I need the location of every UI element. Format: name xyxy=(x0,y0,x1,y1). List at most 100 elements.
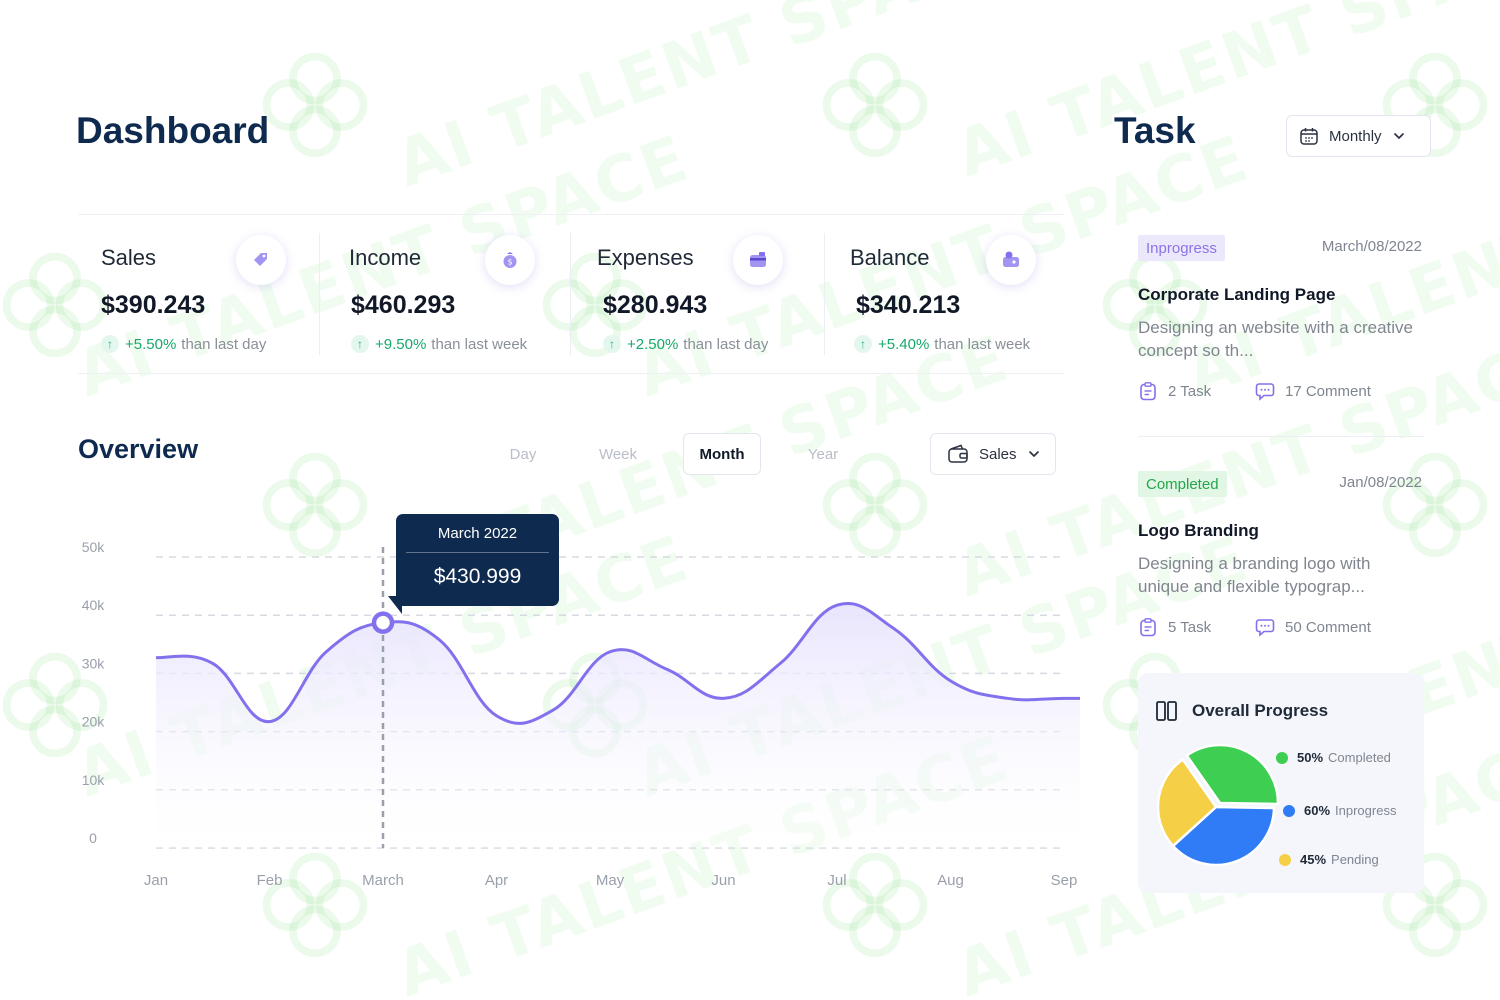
stat-value: $340.213 xyxy=(856,291,961,319)
overview-title: Overview xyxy=(78,434,199,464)
y-tick-label: 40k xyxy=(82,597,106,613)
y-tick-label: 0 xyxy=(89,830,97,846)
y-tick-label: 10k xyxy=(82,772,106,788)
task-count[interactable]: 5 Task xyxy=(1138,617,1211,637)
x-tick-label: May xyxy=(596,872,625,889)
x-tick-label: Jun xyxy=(711,872,735,889)
data-point xyxy=(325,650,328,653)
stat-change-period: than last week xyxy=(934,335,1031,353)
task-date: March/08/2022 xyxy=(1321,238,1422,255)
legend-completed: 50% Completed xyxy=(1276,750,1391,765)
legend-label: Inprogress xyxy=(1335,803,1397,818)
coins-icon xyxy=(986,235,1036,285)
data-point xyxy=(609,650,612,653)
y-tick-label: 20k xyxy=(82,714,106,730)
data-point xyxy=(722,697,725,700)
stat-change: ↑ +2.50% than last day xyxy=(603,335,768,353)
y-tick-label: 30k xyxy=(82,655,106,671)
chart-tooltip: March 2022 $430.999 xyxy=(396,514,559,606)
period-filter-label: Monthly xyxy=(1329,127,1382,145)
stat-change: ↑ +5.50% than last day xyxy=(101,335,266,353)
comment-count-label: 17 Comment xyxy=(1285,382,1371,400)
legend-percent: 50% xyxy=(1297,750,1324,765)
task-description: Designing an website with a creative con… xyxy=(1138,318,1413,360)
task-count-label: 5 Task xyxy=(1168,618,1212,636)
task-name: Corporate Landing Page xyxy=(1138,285,1336,304)
arrow-up-icon: ↑ xyxy=(101,335,119,353)
task-divider xyxy=(1138,436,1424,437)
legend-percent: 60% xyxy=(1304,803,1331,818)
arrow-up-icon: ↑ xyxy=(351,335,369,353)
x-tick-label: Jul xyxy=(827,872,846,889)
stat-divider xyxy=(824,233,825,355)
stat-change-percent: +5.50% xyxy=(125,335,177,353)
legend-dot xyxy=(1276,751,1288,764)
y-tick-label: 50k xyxy=(82,539,106,555)
stat-label: Income xyxy=(349,245,422,270)
data-point xyxy=(268,720,271,723)
wallet-card-icon xyxy=(733,235,783,285)
data-point xyxy=(495,714,498,717)
tab-week[interactable]: Week xyxy=(598,445,638,463)
stat-value: $280.943 xyxy=(603,291,708,319)
tooltip-date: March 2022 xyxy=(437,525,518,542)
task-description: Designing a branding logo with unique an… xyxy=(1138,554,1371,596)
stat-label: Balance xyxy=(850,245,930,270)
svg-text:$: $ xyxy=(507,258,512,267)
task-panel-title: Task xyxy=(1114,110,1196,151)
task-name: Logo Branding xyxy=(1138,521,1259,540)
columns-icon xyxy=(1156,701,1177,721)
progress-pie-chart xyxy=(1156,743,1280,867)
x-tick-label: Sep xyxy=(1051,872,1078,889)
x-axis: Jan Feb March Apr May Jun Jul Aug Sep xyxy=(144,872,1077,889)
legend-dot xyxy=(1279,853,1291,866)
stat-change: ↑ +9.50% than last week xyxy=(351,335,527,353)
task-card[interactable]: Inprogress March/08/2022 Corporate Landi… xyxy=(1138,234,1424,404)
stat-change-percent: +5.40% xyxy=(878,335,930,353)
chevron-down-icon xyxy=(1393,133,1404,139)
x-tick-label: Aug xyxy=(937,872,964,889)
stat-card-balance: Balance $340.213 ↑ +5.40% than last week xyxy=(828,215,1064,373)
legend-percent: 45% xyxy=(1300,852,1327,867)
task-count[interactable]: 2 Task xyxy=(1138,381,1211,401)
money-bag-icon: $ xyxy=(485,235,535,285)
stat-label: Sales xyxy=(101,245,157,270)
data-point xyxy=(155,656,158,659)
tab-day[interactable]: Day xyxy=(509,445,537,463)
period-filter-dropdown[interactable]: Monthly xyxy=(1286,115,1431,157)
clipboard-icon xyxy=(1138,381,1158,401)
calendar-icon xyxy=(1300,128,1318,145)
stat-divider xyxy=(570,233,571,355)
comment-count-label: 50 Comment xyxy=(1285,618,1371,636)
pie-slice-pending xyxy=(1156,757,1218,848)
comment-count[interactable]: 50 Comment xyxy=(1255,617,1371,637)
tooltip-value: $430.999 xyxy=(433,565,522,588)
status-badge: Completed xyxy=(1138,471,1227,497)
task-card[interactable]: Completed Jan/08/2022 Logo Branding Desi… xyxy=(1138,470,1424,640)
chart-series-line xyxy=(155,602,1080,725)
arrow-up-icon: ↑ xyxy=(854,335,872,353)
tag-icon xyxy=(236,235,286,285)
x-tick-label: Jan xyxy=(144,872,168,889)
overview-chart: 0 10k 20k 30k 40k 50k Jan Feb March Apr May Jun Jul… xyxy=(82,539,1080,889)
pie-slice-completed xyxy=(1184,743,1280,806)
data-point xyxy=(211,662,214,665)
tab-month[interactable]: Month xyxy=(683,433,761,475)
tab-year[interactable]: Year xyxy=(807,445,839,463)
sales-filter-dropdown[interactable]: Sales xyxy=(930,433,1056,475)
legend-label: Completed xyxy=(1328,750,1391,765)
overall-progress-card: Overall Progress 50% Completed 60% Inpro… xyxy=(1138,673,1424,893)
data-point xyxy=(438,639,441,642)
stat-label: Expenses xyxy=(597,245,694,270)
comment-icon xyxy=(1255,617,1275,637)
x-tick-label: March xyxy=(362,872,404,889)
stat-card-expenses: Expenses $280.943 ↑ +2.50% than last day xyxy=(575,215,820,373)
page-title: Dashboard xyxy=(76,110,270,151)
highlight-point[interactable] xyxy=(371,611,395,634)
sales-filter-label: Sales xyxy=(979,445,1017,463)
wallet-icon xyxy=(948,444,968,463)
stat-card-sales: Sales $390.243 ↑ +5.50% than last day xyxy=(78,215,318,373)
data-point xyxy=(552,708,555,711)
stat-change-period: than last week xyxy=(431,335,528,353)
comment-count[interactable]: 17 Comment xyxy=(1255,381,1371,401)
